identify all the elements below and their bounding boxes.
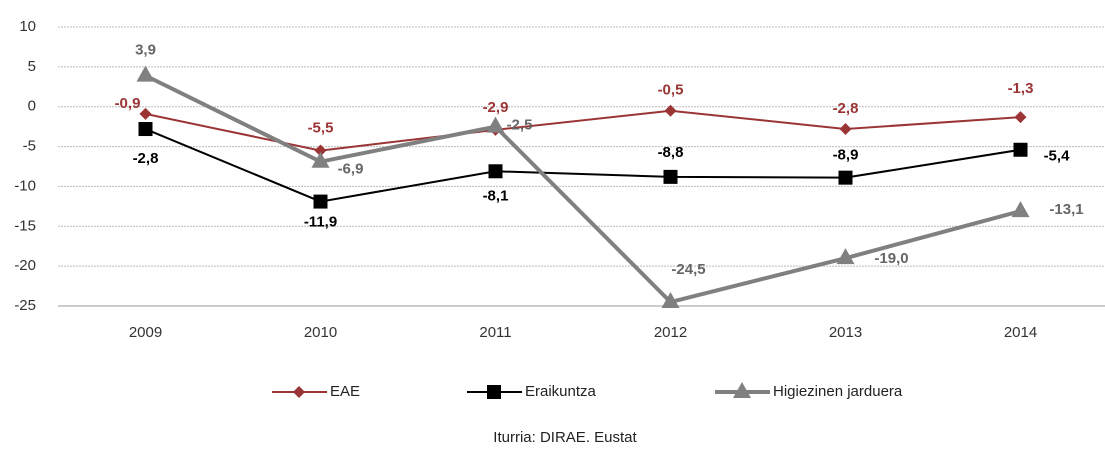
value-label: -2,8 (833, 100, 859, 117)
marker (839, 123, 852, 136)
legend-label: Eraikuntza (525, 383, 597, 400)
value-label: -19,0 (874, 250, 908, 267)
value-label: -8,9 (833, 147, 859, 164)
y-tick-label: -5 (23, 138, 36, 155)
series-line (145, 109, 1021, 152)
marker (1013, 142, 1028, 157)
value-label: -24,5 (671, 261, 705, 278)
marker (293, 386, 305, 398)
series-line (144, 73, 1022, 305)
value-label: -0,5 (658, 82, 684, 99)
marker (314, 144, 327, 157)
marker (313, 194, 328, 209)
marker (1011, 201, 1030, 218)
marker (139, 107, 152, 120)
marker (487, 385, 501, 399)
series-line (145, 128, 1021, 203)
y-tick-label: -15 (14, 217, 36, 234)
x-tick-label: 2009 (129, 324, 162, 341)
y-tick-label: 5 (28, 58, 36, 75)
x-tick-label: 2010 (304, 324, 337, 341)
x-tick-label: 2013 (829, 324, 862, 341)
legend-label: EAE (330, 383, 360, 400)
marker (836, 248, 855, 265)
marker (664, 104, 677, 117)
marker (311, 151, 330, 168)
value-label: -8,1 (483, 187, 509, 204)
marker (663, 169, 678, 184)
marker (138, 122, 153, 137)
marker (661, 292, 680, 309)
value-label: -1,3 (1008, 80, 1034, 97)
marker (488, 164, 503, 179)
marker (486, 116, 505, 133)
marker (1014, 111, 1027, 124)
x-tick-label: 2011 (479, 324, 511, 341)
value-label: -5,4 (1044, 148, 1071, 165)
value-label: -5,5 (308, 120, 334, 137)
x-tick-label: 2012 (654, 324, 687, 341)
value-label: 3,9 (135, 42, 156, 59)
legend-label: Higiezinen jarduera (773, 383, 903, 400)
source-note: Iturria: DIRAE. Eustat (493, 429, 637, 446)
y-tick-label: -10 (14, 177, 36, 194)
y-tick-label: 0 (28, 98, 36, 115)
value-label: -11,9 (304, 214, 337, 231)
y-tick-label: -20 (14, 257, 36, 274)
y-tick-label: 10 (19, 18, 36, 35)
value-label: -2,9 (483, 99, 509, 116)
value-label: -8,8 (658, 144, 684, 161)
value-label: -13,1 (1049, 201, 1083, 218)
value-label: -2,5 (507, 117, 533, 134)
value-label: -0,9 (115, 95, 141, 112)
marker (136, 65, 155, 82)
marker (838, 170, 853, 185)
y-tick-label: -25 (14, 297, 36, 314)
value-label: -6,9 (338, 161, 364, 178)
marker (733, 382, 751, 398)
x-tick-label: 2014 (1004, 324, 1037, 341)
value-label: -2,8 (133, 150, 159, 167)
